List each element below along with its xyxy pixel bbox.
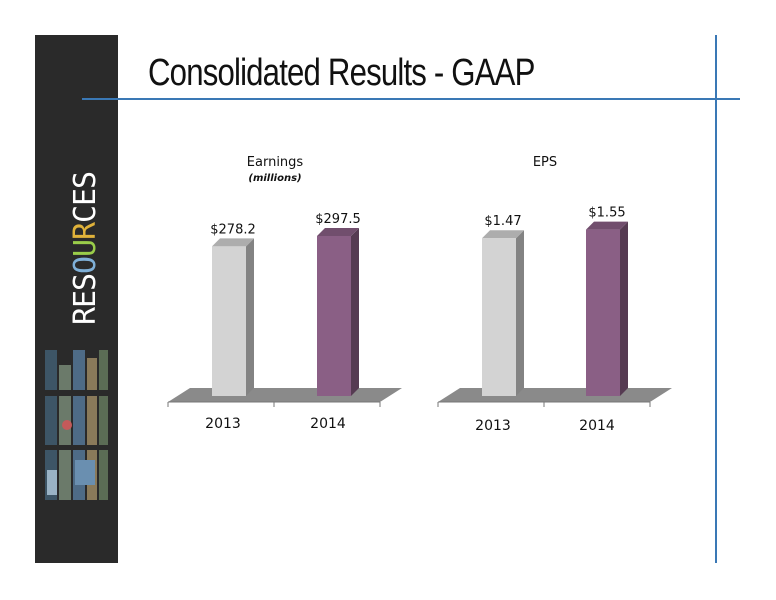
bar-side: [516, 230, 524, 396]
category-label: 2014: [579, 418, 615, 434]
bar-2014: [317, 228, 359, 396]
category-label: 2013: [205, 416, 241, 432]
brand-letter: R: [68, 306, 103, 325]
data-label: $1.55: [588, 206, 625, 221]
bar-top: [317, 228, 359, 236]
category-label: 2014: [310, 416, 346, 432]
bar-side: [620, 221, 628, 396]
chart-subtitle: (millions): [248, 173, 301, 184]
bar-side: [246, 238, 254, 396]
brand-letter: R: [68, 221, 103, 240]
brand-letter: O: [68, 256, 103, 274]
brand-letter: E: [68, 188, 103, 206]
photo-mosaic-image: [45, 350, 108, 500]
brand-photo-mosaic: [45, 350, 108, 500]
bar-2013: [212, 238, 254, 396]
bar-front: [317, 236, 351, 396]
chart-title: Earnings: [247, 155, 304, 170]
data-label: $1.47: [484, 214, 521, 229]
page-title: Consolidated Results - GAAP: [148, 52, 535, 94]
bar-top: [586, 221, 628, 230]
category-label: 2013: [475, 418, 511, 434]
chart-eps: EPS $1.47 2013 $1.55 2014: [437, 155, 672, 434]
bar-front: [482, 238, 516, 396]
bar-front: [586, 229, 620, 396]
header-divider-line: [82, 98, 740, 100]
brand-letter: E: [68, 290, 103, 308]
bar-top: [212, 238, 254, 247]
right-divider-line: [715, 35, 717, 563]
data-label: $278.2: [210, 222, 256, 237]
bar-top: [482, 230, 524, 239]
chart-earnings: Earnings (millions) $278.2 2013 $297.5 2014: [167, 155, 402, 432]
brand-letter: S: [68, 273, 103, 291]
data-label: $297.5: [315, 212, 361, 227]
bar-2014: [586, 221, 628, 396]
chart-floor: [438, 388, 672, 402]
chart-title: EPS: [533, 155, 557, 170]
brand-letter: U: [68, 239, 103, 257]
bar-side: [351, 228, 359, 396]
bar-front: [212, 246, 246, 396]
chart-floor: [168, 388, 402, 402]
brand-letter: S: [68, 171, 103, 189]
bar-2013: [482, 230, 524, 396]
brand-letter: C: [68, 205, 103, 223]
